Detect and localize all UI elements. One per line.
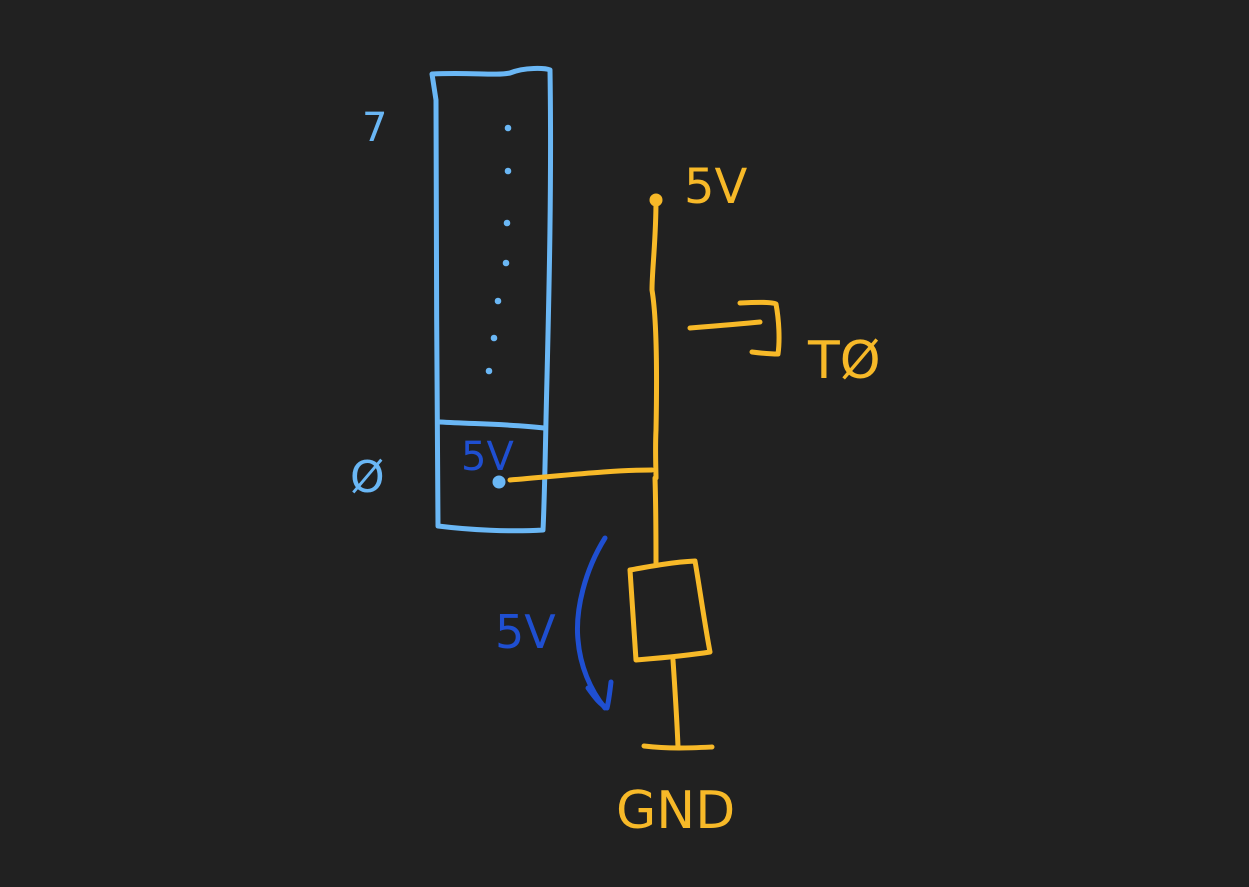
voltage-drop-curve xyxy=(575,535,608,711)
wire-to-ground xyxy=(670,657,681,750)
bit-label-top: 7 xyxy=(362,105,387,151)
resistor xyxy=(627,558,713,663)
ground-symbol xyxy=(641,743,715,751)
circuit xyxy=(507,193,782,751)
bit-label-bottom: Ø xyxy=(350,452,385,503)
ground-label: GND xyxy=(616,781,735,841)
voltage-drop-head xyxy=(585,679,614,711)
output-node xyxy=(492,475,506,489)
bit-dot xyxy=(503,219,511,227)
input-wire xyxy=(507,467,655,483)
output-label: TØ xyxy=(807,331,881,391)
drop-voltage-label: 5V xyxy=(495,605,556,659)
bit-dot xyxy=(502,259,510,267)
bit-dot xyxy=(504,124,512,132)
output-arrow xyxy=(687,299,782,357)
voltage-drop-arrow xyxy=(575,535,614,711)
wire-to-resistor xyxy=(652,475,659,568)
register-outline xyxy=(429,65,554,534)
bit-dot xyxy=(504,167,512,175)
supply-wire xyxy=(649,197,660,481)
bit-dot xyxy=(494,297,502,305)
cell-voltage-label: 5V xyxy=(461,434,514,480)
register-column xyxy=(429,65,554,534)
supply-voltage-label: 5V xyxy=(684,159,748,215)
register-cell-divider xyxy=(437,419,547,431)
bit-dot xyxy=(485,367,493,375)
bit-dot xyxy=(490,334,498,342)
